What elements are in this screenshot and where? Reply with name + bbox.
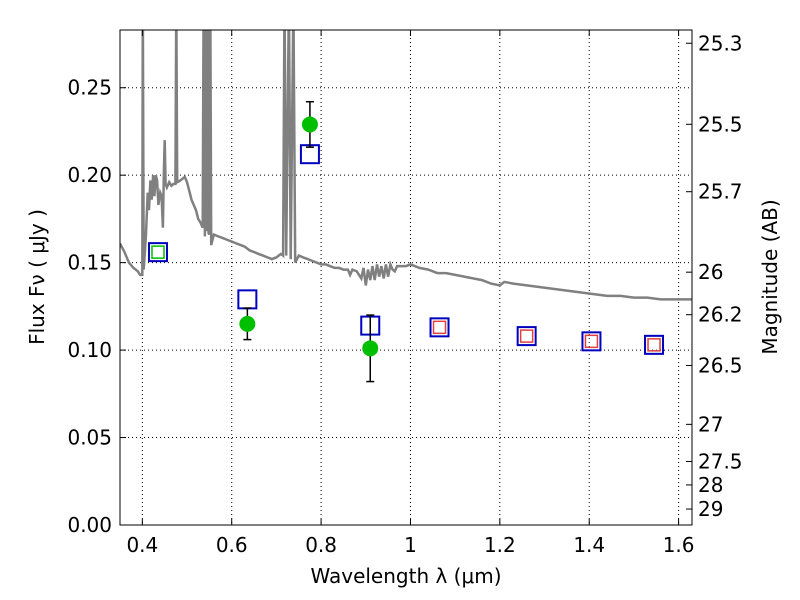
y-tick-label: 0.25 bbox=[67, 76, 112, 100]
x-tick-label: 1.6 bbox=[663, 533, 695, 557]
observed-flux-point bbox=[362, 340, 379, 357]
template-spectrum-layer bbox=[120, 30, 692, 301]
y-axis-label: Flux Fν ( μJy ) bbox=[25, 209, 49, 345]
model-square-red bbox=[647, 338, 661, 352]
plot-frame bbox=[119, 29, 693, 526]
y2-tick-label: 26.5 bbox=[698, 353, 743, 377]
y2-tick-label: 25.5 bbox=[698, 112, 743, 136]
y-tick-label: 0.05 bbox=[67, 426, 112, 450]
model-square-green bbox=[151, 245, 165, 259]
photometry-points-layer bbox=[147, 100, 665, 383]
y-tick-label: 0.20 bbox=[67, 163, 112, 187]
y2-tick-label: 28 bbox=[698, 473, 723, 497]
model-square-red bbox=[519, 329, 534, 343]
model-square-blue bbox=[237, 289, 258, 310]
axis-ticks: 0.4 0.6 0.8 1 1.2 1.4 1.6 0.00 0.05 0.10 0.15 0.20 0… bbox=[67, 30, 743, 557]
y2-tick-label: 25.3 bbox=[698, 31, 743, 55]
y-tick-label: 0.10 bbox=[67, 338, 112, 362]
y2-tick-label: 27.5 bbox=[698, 449, 743, 473]
model-square-blue bbox=[644, 334, 665, 355]
model-square-blue bbox=[147, 242, 168, 263]
y-tick-label: 0.00 bbox=[67, 513, 112, 537]
x-axis-label: Wavelength λ (μm) bbox=[310, 564, 501, 588]
model-square-blue bbox=[516, 326, 537, 347]
template-spectrum-line bbox=[120, 30, 692, 301]
y2-tick-label: 27 bbox=[698, 412, 723, 436]
x-tick-label: 0.4 bbox=[126, 533, 158, 557]
y2-tick-label: 25.7 bbox=[698, 180, 743, 204]
observed-flux-point bbox=[301, 116, 318, 133]
observed-flux-point bbox=[239, 315, 256, 332]
x-tick-label: 1.4 bbox=[573, 533, 605, 557]
model-square-red bbox=[584, 334, 599, 349]
model-square-red bbox=[432, 320, 447, 335]
model-square-blue bbox=[581, 331, 602, 352]
y2-tick-label: 26.2 bbox=[698, 303, 743, 327]
x-tick-label: 1 bbox=[404, 533, 417, 557]
model-square-blue bbox=[429, 317, 450, 338]
x-tick-label: 1.2 bbox=[484, 533, 516, 557]
x-tick-label: 0.8 bbox=[305, 533, 337, 557]
y2-tick-label: 26 bbox=[698, 260, 723, 284]
y-tick-label: 0.15 bbox=[67, 251, 112, 275]
x-tick-label: 0.6 bbox=[216, 533, 248, 557]
y2-axis-label: Magnitude (AB) bbox=[758, 199, 782, 354]
y2-tick-label: 29 bbox=[698, 497, 723, 521]
